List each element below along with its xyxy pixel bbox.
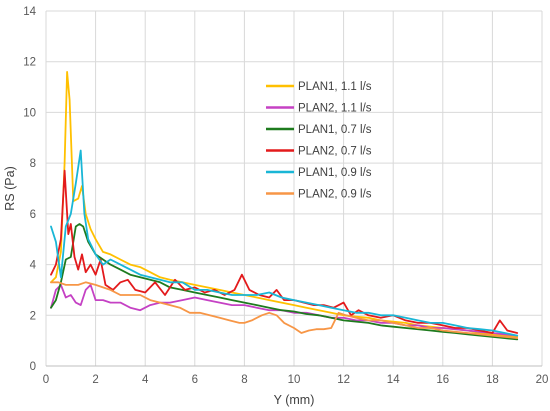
y-tick-labels: 0 2 4 6 8 10 12 14 [23, 6, 36, 373]
legend-label-5: PLAN2, 0.9 l/s [298, 189, 372, 201]
x-tick-label-10: 20 [536, 374, 549, 386]
x-tick-label-4: 8 [241, 374, 247, 386]
x-tick-label-1: 2 [92, 374, 98, 386]
series-lines [50, 71, 519, 341]
y-tick-label-4: 8 [30, 158, 36, 170]
y-tick-label-5: 10 [23, 107, 36, 119]
y-tick-label-6: 12 [23, 57, 36, 69]
series-line-4 [50, 149, 519, 337]
legend-label-2: PLAN1, 0.7 l/s [298, 124, 372, 136]
x-tick-label-8: 16 [436, 374, 449, 386]
y-tick-label-7: 14 [23, 6, 36, 18]
y-tick-label-0: 0 [30, 361, 36, 373]
series-line-3 [50, 169, 519, 334]
x-tick-label-9: 18 [486, 374, 499, 386]
x-axis-title: Y (mm) [274, 393, 315, 407]
y-tick-label-3: 6 [30, 209, 36, 221]
legend: PLAN1, 1.1 l/s PLAN2, 1.1 l/s PLAN1, 0.7 l… [266, 81, 372, 201]
legend-label-3: PLAN2, 0.7 l/s [298, 146, 372, 158]
series-line-0 [50, 71, 519, 338]
series-line-2 [50, 223, 519, 341]
y-axis-title: RS (Pa) [3, 166, 17, 210]
series-line-1 [50, 284, 519, 337]
x-tick-label-6: 12 [337, 374, 350, 386]
x-tick-label-7: 14 [387, 374, 400, 386]
x-tick-label-2: 4 [142, 374, 149, 386]
legend-label-4: PLAN1, 0.9 l/s [298, 167, 372, 179]
x-tick-labels: 0 2 4 6 8 10 12 14 16 18 20 [43, 374, 549, 386]
series-line-5 [50, 281, 519, 339]
x-tick-label-0: 0 [43, 374, 49, 386]
legend-label-0: PLAN1, 1.1 l/s [298, 81, 372, 93]
y-tick-label-1: 2 [30, 310, 36, 322]
y-tick-label-2: 4 [30, 260, 37, 272]
x-tick-label-5: 10 [288, 374, 301, 386]
legend-label-1: PLAN2, 1.1 l/s [298, 103, 372, 115]
x-tick-label-3: 6 [192, 374, 198, 386]
